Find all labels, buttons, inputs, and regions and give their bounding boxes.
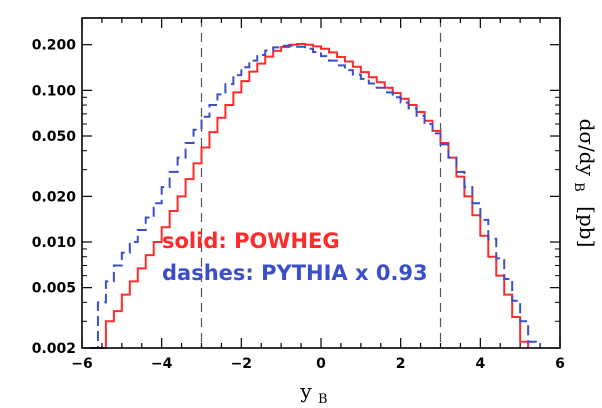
x-tick-label: −2 bbox=[231, 356, 252, 372]
x-axis-title: y B bbox=[299, 379, 327, 407]
x-tick-label: 6 bbox=[555, 356, 565, 372]
y-tick-label: 0.002 bbox=[32, 341, 76, 357]
x-axis-title-sub: B bbox=[318, 392, 328, 407]
y-tick-label: 0.010 bbox=[32, 235, 77, 251]
x-tick-label: −6 bbox=[71, 356, 92, 372]
y-tick-label: 0.100 bbox=[32, 83, 77, 99]
y-tick-label: 0.200 bbox=[32, 38, 77, 54]
y-tick-label: 0.005 bbox=[32, 281, 76, 297]
y-axis-title-sub: B bbox=[571, 182, 586, 192]
y-tick-label: 0.020 bbox=[32, 189, 77, 205]
plot-frame bbox=[81, 17, 561, 349]
x-tick-label: 0 bbox=[316, 356, 326, 372]
y-axis-title: dσ/dy B [pb] bbox=[570, 119, 599, 248]
series-powheg bbox=[97, 43, 530, 349]
legend-entry-pythia: dashes: PYTHIA x 0.93 bbox=[162, 261, 428, 285]
x-tick-label: 2 bbox=[396, 356, 406, 372]
x-axis-title-main: y bbox=[299, 379, 312, 403]
tick-labels: −6 −4 −2 0 2 4 6 0.002 0.005 0.010 0.020 0.050 0.100… bbox=[32, 38, 565, 372]
series-pythia bbox=[89, 44, 538, 349]
x-tick-label: 4 bbox=[475, 356, 485, 372]
ticks-layer bbox=[81, 17, 561, 349]
x-tick-label: −4 bbox=[151, 356, 173, 372]
y-axis-title-unit: [pb] bbox=[575, 206, 599, 247]
series-layer bbox=[89, 43, 538, 349]
y-axis-title-main: dσ/dy bbox=[575, 119, 599, 177]
reference-lines bbox=[200, 18, 442, 348]
legend-entry-powheg: solid: POWHEG bbox=[162, 229, 340, 253]
y-tick-label: 0.050 bbox=[32, 129, 77, 145]
